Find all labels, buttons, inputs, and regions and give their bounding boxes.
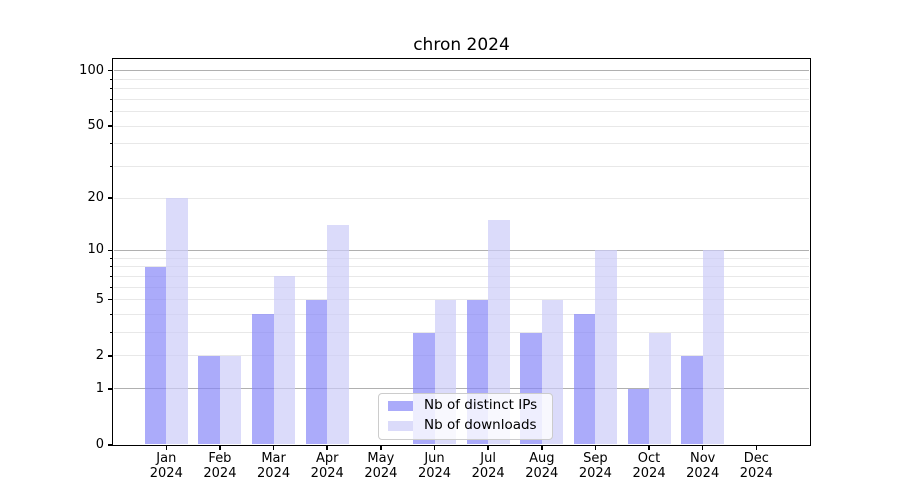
x-tick-label-jun: Jun 2024 xyxy=(417,451,452,481)
legend-row-1: Nb of downloads xyxy=(379,416,552,436)
x-tick-label-may: May 2024 xyxy=(364,451,398,481)
x-tick-label-apr: Apr 2024 xyxy=(310,451,344,481)
gridline-major-1 xyxy=(114,388,809,390)
x-tick-feb xyxy=(219,445,221,450)
gridline-minor-80 xyxy=(114,87,809,89)
gridline-minor-40 xyxy=(114,143,809,145)
gridline-minor-4 xyxy=(114,313,809,315)
x-tick-jul xyxy=(487,445,489,450)
bar-downloads-jul xyxy=(488,220,510,444)
y-minortick-9 xyxy=(110,257,113,259)
x-tick-sep xyxy=(594,445,597,450)
x-tick-label-sep: Sep 2024 xyxy=(578,451,612,481)
gridline-minor-8 xyxy=(114,266,809,268)
y-tick-label-10: 10 xyxy=(87,242,104,258)
gridline-minor-5 xyxy=(114,299,809,301)
y-minortick-70 xyxy=(110,98,113,100)
plot-frame xyxy=(111,57,811,446)
legend-swatch-distinct-ips xyxy=(388,401,413,411)
chart-title: chron 2024 xyxy=(413,35,510,55)
gridline-minor-20 xyxy=(114,197,809,199)
bar-downloads-feb xyxy=(219,355,242,444)
legend-label-distinct-ips: Nb of distinct IPs xyxy=(424,397,538,413)
gridline-minor-90 xyxy=(114,78,809,80)
y-minortick-90 xyxy=(110,78,113,80)
y-tick-label-2: 2 xyxy=(95,347,104,363)
x-tick-label-mar: Mar 2024 xyxy=(257,451,291,481)
y-minortick-8 xyxy=(110,266,113,268)
gridline-minor-6 xyxy=(114,286,809,288)
x-tick-label-dec: Dec 2024 xyxy=(739,451,773,481)
bar-downloads-oct xyxy=(649,332,671,444)
y-tick-label-20: 20 xyxy=(87,190,104,205)
bar-downloads-mar xyxy=(273,276,296,444)
legend-row-0: Nb of distinct IPs xyxy=(379,396,552,416)
y-minortick-40 xyxy=(110,143,113,145)
y-tick-10 xyxy=(108,249,113,252)
y-minortick-4 xyxy=(110,313,113,315)
bar-distinct-ips-jan xyxy=(144,266,167,444)
x-tick-label-aug: Aug 2024 xyxy=(525,451,559,481)
y-tick-label-5: 5 xyxy=(95,291,104,307)
bar-distinct-ips-sep xyxy=(573,314,596,444)
bar-downloads-sep xyxy=(595,250,617,444)
legend-label-downloads: Nb of downloads xyxy=(424,417,537,433)
y-tick-100 xyxy=(108,69,113,72)
gridline-minor-30 xyxy=(114,165,809,167)
y-minortick-20 xyxy=(110,197,113,199)
y-minortick-30 xyxy=(110,165,113,167)
x-tick-apr xyxy=(326,445,328,450)
y-minortick-7 xyxy=(110,275,113,277)
y-tick-label-100: 100 xyxy=(79,62,104,78)
x-tick-label-oct: Oct 2024 xyxy=(632,451,666,481)
bar-distinct-ips-feb xyxy=(198,355,220,444)
gridline-major-100 xyxy=(114,70,809,72)
y-minortick-6 xyxy=(110,286,113,288)
bar-downloads-jan xyxy=(166,198,188,444)
y-minortick-5 xyxy=(110,299,113,301)
gridline-major-10 xyxy=(114,249,809,251)
x-tick-jun xyxy=(433,445,436,450)
x-tick-dec xyxy=(755,445,758,450)
y-minortick-80 xyxy=(110,87,113,89)
legend: Nb of distinct IPs Nb of downloads xyxy=(378,393,553,440)
x-tick-label-feb: Feb 2024 xyxy=(203,451,237,481)
bar-distinct-ips-mar xyxy=(252,314,274,444)
gridline-minor-7 xyxy=(114,275,809,277)
y-tick-label-50: 50 xyxy=(87,118,104,134)
y-minortick-2 xyxy=(110,355,113,357)
x-tick-label-jan: Jan 2024 xyxy=(149,451,183,481)
x-tick-jan xyxy=(165,445,168,450)
x-tick-mar xyxy=(272,445,275,450)
bar-distinct-ips-nov xyxy=(681,355,703,444)
x-tick-label-jul: Jul 2024 xyxy=(471,451,505,481)
bar-distinct-ips-oct xyxy=(627,388,650,444)
x-tick-oct xyxy=(648,445,650,450)
gridline-minor-60 xyxy=(114,111,809,112)
gridline-minor-3 xyxy=(114,332,809,334)
x-tick-label-nov: Nov 2024 xyxy=(686,451,720,481)
x-tick-may xyxy=(380,445,382,450)
y-minortick-60 xyxy=(110,111,113,112)
bar-downloads-nov xyxy=(702,250,725,444)
gridline-minor-50 xyxy=(114,125,809,127)
bar-distinct-ips-apr xyxy=(305,299,328,444)
x-tick-nov xyxy=(701,445,704,450)
y-tick-0 xyxy=(108,444,113,446)
y-tick-label-0: 0 xyxy=(95,437,104,452)
y-minortick-50 xyxy=(110,125,113,127)
gridline-minor-9 xyxy=(114,257,809,259)
x-tick-aug xyxy=(541,445,543,450)
y-tick-1 xyxy=(108,388,113,390)
bar-downloads-apr xyxy=(327,225,349,444)
y-minortick-3 xyxy=(110,332,113,334)
legend-swatch-downloads xyxy=(388,421,413,431)
gridline-minor-70 xyxy=(114,98,809,100)
y-tick-label-1: 1 xyxy=(95,380,104,396)
gridline-minor-2 xyxy=(114,355,809,357)
